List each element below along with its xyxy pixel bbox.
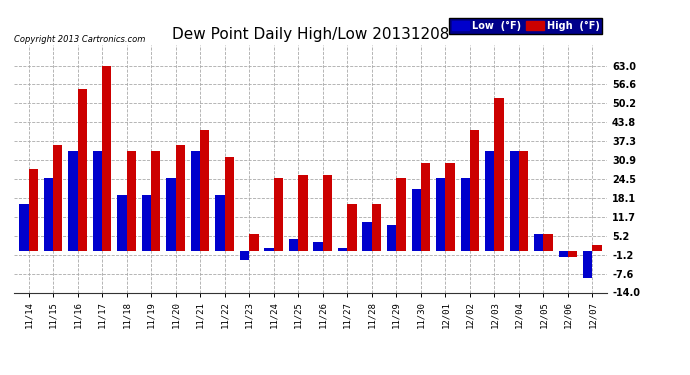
Bar (470, 130, 479, 251)
Bar (176, 145, 185, 251)
Bar (485, 151, 495, 251)
Bar (313, 242, 323, 251)
Bar (445, 163, 455, 251)
Bar (289, 240, 298, 251)
Title: Dew Point Daily High/Low 20131208: Dew Point Daily High/Low 20131208 (172, 27, 449, 42)
Bar (166, 178, 176, 251)
Bar (519, 151, 529, 251)
Bar (362, 222, 372, 251)
Bar (215, 195, 225, 251)
Bar (200, 130, 210, 251)
Bar (583, 251, 593, 278)
Bar (387, 225, 396, 251)
Bar (102, 66, 111, 251)
Bar (249, 234, 259, 251)
Bar (460, 178, 470, 251)
Bar (92, 151, 102, 251)
Bar (225, 157, 234, 251)
Bar (396, 178, 406, 251)
Bar (274, 178, 283, 251)
Text: Copyright 2013 Cartronics.com: Copyright 2013 Cartronics.com (14, 35, 145, 44)
Bar (28, 169, 38, 251)
Bar (323, 175, 332, 251)
Bar (568, 251, 578, 257)
Bar (510, 151, 519, 251)
Bar (298, 175, 308, 251)
Bar (347, 204, 357, 251)
Bar (264, 248, 274, 251)
Bar (411, 189, 421, 251)
Legend: Low  (°F), High  (°F): Low (°F), High (°F) (448, 18, 602, 34)
Bar (191, 151, 200, 251)
Bar (142, 195, 151, 251)
Bar (68, 151, 77, 251)
Bar (53, 145, 62, 251)
Bar (544, 234, 553, 251)
Bar (240, 251, 249, 260)
Bar (151, 151, 161, 251)
Bar (593, 245, 602, 251)
Bar (559, 251, 568, 257)
Bar (372, 204, 381, 251)
Bar (436, 178, 445, 251)
Bar (43, 178, 53, 251)
Bar (126, 151, 136, 251)
Bar (534, 234, 544, 251)
Bar (19, 204, 28, 251)
Bar (77, 89, 87, 251)
Bar (117, 195, 126, 251)
Bar (421, 163, 430, 251)
Bar (338, 248, 347, 251)
Bar (495, 98, 504, 251)
